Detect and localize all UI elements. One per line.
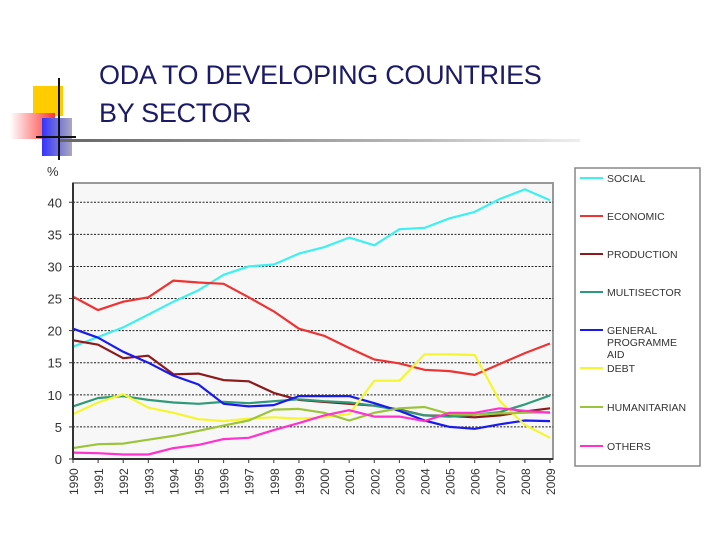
y-axis-label: % [47, 164, 59, 179]
legend-label: PRODUCTION [607, 249, 678, 261]
legend-label: SOCIAL [607, 173, 646, 185]
x-tick-label: 1992 [117, 468, 131, 495]
series-line-general-programme-aid [72, 327, 551, 430]
x-tick-label: 2001 [343, 468, 357, 495]
x-tick-label: 2007 [494, 468, 508, 495]
x-tick-label: 1995 [193, 468, 207, 495]
logo-vertical-line [58, 78, 60, 160]
legend-label: DEBT [607, 363, 636, 375]
y-tick-label: 0 [55, 452, 62, 467]
y-tick-label: 5 [55, 420, 62, 435]
x-tick-label: 1991 [92, 468, 106, 495]
series-line-debt [72, 353, 551, 439]
slide-title-line2: BY SECTOR [99, 98, 252, 128]
series-line-others [72, 407, 551, 456]
x-tick-label: 1998 [268, 468, 282, 495]
slide-title-line1: ODA TO DEVELOPING COUNTRIES [99, 60, 542, 90]
y-tick-label: 35 [48, 227, 62, 242]
x-tick-label: 1993 [142, 468, 156, 495]
x-tick-label: 2009 [544, 468, 558, 495]
legend-label: HUMANITARIAN [607, 402, 686, 414]
legend-label: GENERAL PROGRAMME AID [607, 325, 677, 361]
y-tick-label: 25 [48, 292, 62, 307]
legend-label: OTHERS [607, 441, 651, 453]
x-tick-label: 1990 [67, 468, 81, 495]
y-tick-label: 10 [48, 388, 62, 403]
series-line-humanitarian [72, 405, 551, 450]
x-tick-label: 2000 [318, 468, 332, 495]
legend-label: MULTISECTOR [607, 287, 682, 299]
x-tick-label: 1999 [293, 468, 307, 495]
legend-label: ECONOMIC [607, 211, 665, 223]
series-line-economic [72, 279, 551, 376]
x-tick-label: 2006 [469, 468, 483, 495]
x-tick-label: 1994 [167, 468, 181, 495]
x-tick-label: 2005 [444, 468, 458, 495]
x-tick-label: 2003 [393, 468, 407, 495]
x-tick-label: 2004 [418, 468, 432, 495]
slide-title: ODA TO DEVELOPING COUNTRIES BY SECTOR [99, 56, 542, 132]
y-tick-label: 30 [48, 259, 62, 274]
y-tick-label: 40 [48, 195, 62, 210]
x-tick-label: 1997 [243, 468, 257, 495]
x-tick-label: 2002 [368, 468, 382, 495]
title-divider [60, 139, 580, 142]
x-tick-label: 1996 [218, 468, 232, 495]
logo-horizontal-line [36, 136, 76, 138]
y-tick-label: 20 [48, 324, 62, 339]
legend [574, 167, 701, 467]
y-tick-label: 15 [48, 356, 62, 371]
series-line-social [72, 188, 551, 348]
x-tick-label: 2008 [519, 468, 533, 495]
